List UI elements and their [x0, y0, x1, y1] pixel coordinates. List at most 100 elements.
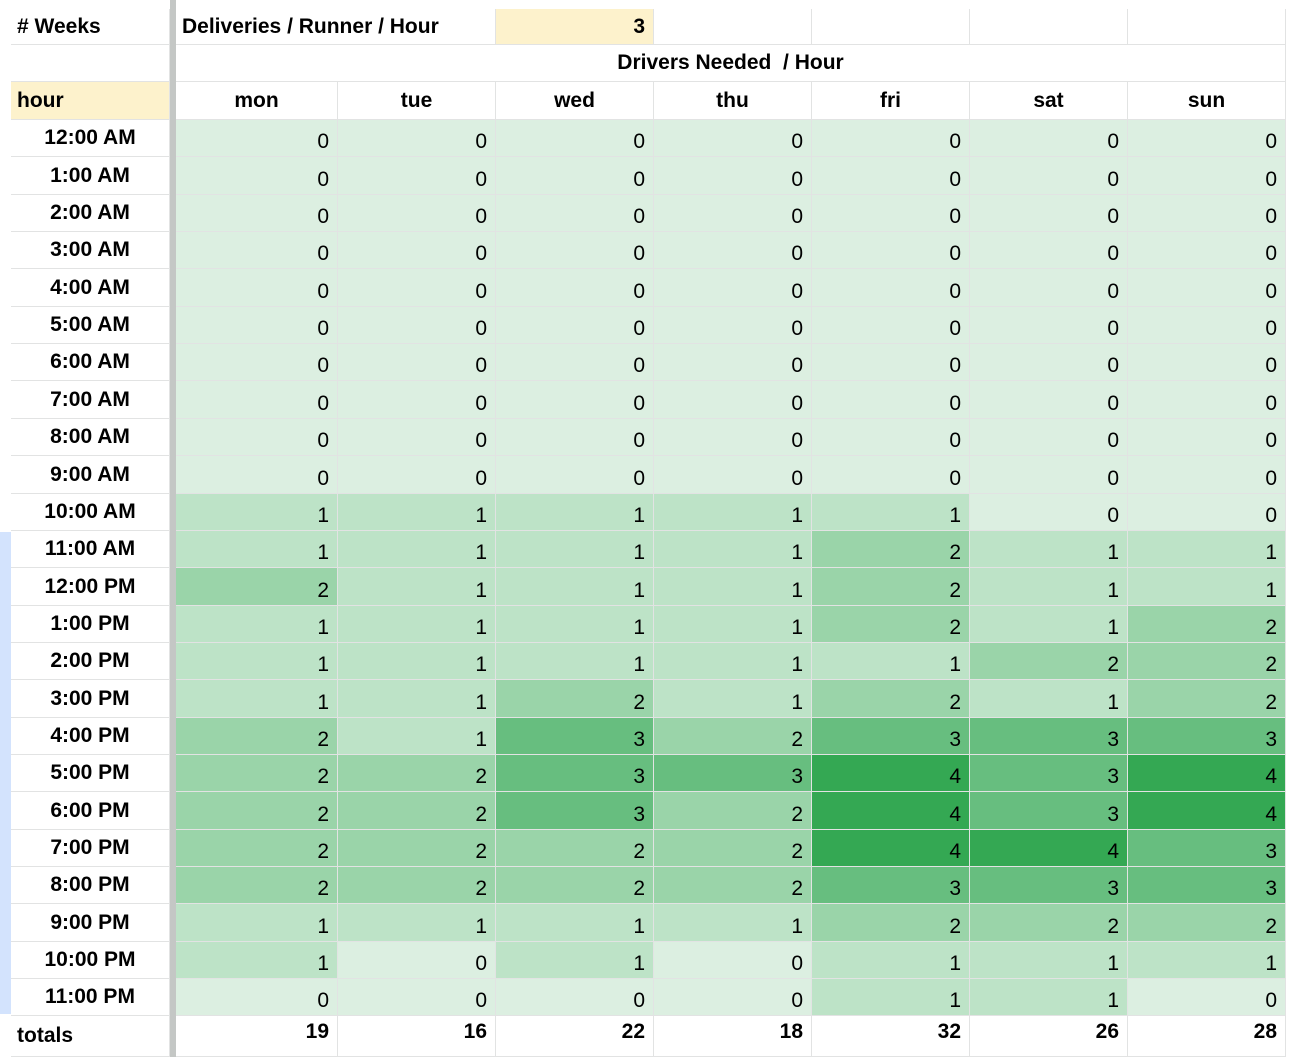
value-cell[interactable]: 3	[812, 718, 970, 755]
value-cell[interactable]: 0	[176, 456, 338, 494]
value-cell[interactable]: 0	[812, 419, 970, 456]
hour-header-cell[interactable]: hour	[11, 82, 170, 120]
empty-cell[interactable]	[654, 9, 812, 45]
value-cell[interactable]: 1	[338, 494, 496, 531]
value-cell[interactable]: 2	[176, 792, 338, 830]
value-cell[interactable]: 0	[496, 195, 654, 232]
value-cell[interactable]: 3	[970, 755, 1128, 792]
value-cell[interactable]: 2	[496, 867, 654, 904]
value-cell[interactable]: 0	[654, 269, 812, 307]
value-cell[interactable]: 0	[970, 494, 1128, 531]
value-cell[interactable]: 0	[970, 232, 1128, 269]
value-cell[interactable]: 3	[970, 792, 1128, 830]
deliveries-label-cell[interactable]: Deliveries / Runner / Hour	[176, 9, 496, 45]
value-cell[interactable]: 4	[812, 830, 970, 867]
hour-label-cell[interactable]: 8:00 PM	[11, 867, 170, 904]
value-cell[interactable]: 1	[338, 718, 496, 755]
value-cell[interactable]: 0	[338, 456, 496, 494]
hour-label-cell[interactable]: 12:00 PM	[11, 568, 170, 606]
value-cell[interactable]: 0	[338, 195, 496, 232]
value-cell[interactable]: 0	[1128, 195, 1286, 232]
value-cell[interactable]: 0	[970, 195, 1128, 232]
value-cell[interactable]: 0	[970, 381, 1128, 419]
empty-cell[interactable]	[970, 9, 1128, 45]
value-cell[interactable]: 0	[654, 307, 812, 344]
value-cell[interactable]: 0	[654, 120, 812, 157]
total-cell[interactable]: 26	[970, 1016, 1128, 1057]
value-cell[interactable]: 0	[812, 232, 970, 269]
value-cell[interactable]: 0	[970, 456, 1128, 494]
value-cell[interactable]: 1	[176, 531, 338, 568]
value-cell[interactable]: 1	[496, 606, 654, 643]
value-cell[interactable]: 0	[812, 120, 970, 157]
day-header-sun[interactable]: sun	[1128, 82, 1286, 120]
value-cell[interactable]: 0	[1128, 307, 1286, 344]
value-cell[interactable]: 2	[970, 643, 1128, 680]
value-cell[interactable]: 2	[176, 830, 338, 867]
day-header-mon[interactable]: mon	[176, 82, 338, 120]
value-cell[interactable]: 1	[176, 904, 338, 942]
value-cell[interactable]: 3	[654, 755, 812, 792]
value-cell[interactable]: 0	[338, 269, 496, 307]
value-cell[interactable]: 2	[496, 680, 654, 718]
hour-label-cell[interactable]: 5:00 PM	[11, 755, 170, 792]
value-cell[interactable]: 2	[812, 904, 970, 942]
value-cell[interactable]: 3	[1128, 718, 1286, 755]
value-cell[interactable]: 0	[1128, 456, 1286, 494]
value-cell[interactable]: 0	[1128, 979, 1286, 1016]
value-cell[interactable]: 0	[970, 419, 1128, 456]
hour-label-cell[interactable]: 3:00 PM	[11, 680, 170, 718]
value-cell[interactable]: 0	[338, 307, 496, 344]
value-cell[interactable]: 0	[176, 120, 338, 157]
hour-label-cell[interactable]: 10:00 AM	[11, 494, 170, 531]
value-cell[interactable]: 1	[496, 568, 654, 606]
value-cell[interactable]: 3	[496, 718, 654, 755]
value-cell[interactable]: 0	[496, 979, 654, 1016]
value-cell[interactable]: 2	[496, 830, 654, 867]
value-cell[interactable]: 4	[812, 792, 970, 830]
value-cell[interactable]: 1	[176, 494, 338, 531]
day-header-thu[interactable]: thu	[654, 82, 812, 120]
value-cell[interactable]: 2	[338, 792, 496, 830]
value-cell[interactable]: 0	[176, 344, 338, 381]
value-cell[interactable]: 2	[812, 680, 970, 718]
value-cell[interactable]: 1	[654, 643, 812, 680]
value-cell[interactable]: 1	[970, 568, 1128, 606]
value-cell[interactable]: 0	[970, 269, 1128, 307]
value-cell[interactable]: 3	[1128, 867, 1286, 904]
value-cell[interactable]: 1	[654, 531, 812, 568]
value-cell[interactable]: 4	[1128, 755, 1286, 792]
totals-label-cell[interactable]: totals	[11, 1016, 170, 1057]
value-cell[interactable]: 0	[1128, 494, 1286, 531]
value-cell[interactable]: 1	[970, 942, 1128, 979]
value-cell[interactable]: 1	[654, 606, 812, 643]
deliveries-value-cell[interactable]: 3	[496, 9, 654, 45]
hour-label-cell[interactable]: 2:00 AM	[11, 195, 170, 232]
value-cell[interactable]: 0	[970, 344, 1128, 381]
total-cell[interactable]: 18	[654, 1016, 812, 1057]
hour-label-cell[interactable]: 4:00 AM	[11, 269, 170, 307]
value-cell[interactable]: 3	[496, 755, 654, 792]
value-cell[interactable]: 1	[176, 680, 338, 718]
value-cell[interactable]: 0	[1128, 232, 1286, 269]
value-cell[interactable]: 0	[338, 344, 496, 381]
value-cell[interactable]: 0	[812, 456, 970, 494]
hour-label-cell[interactable]: 3:00 AM	[11, 232, 170, 269]
empty-cell[interactable]	[1128, 9, 1286, 45]
value-cell[interactable]: 2	[176, 755, 338, 792]
value-cell[interactable]: 1	[338, 568, 496, 606]
value-cell[interactable]: 1	[496, 904, 654, 942]
total-cell[interactable]: 28	[1128, 1016, 1286, 1057]
value-cell[interactable]: 1	[812, 979, 970, 1016]
hour-label-cell[interactable]: 6:00 PM	[11, 792, 170, 830]
hour-label-cell[interactable]: 1:00 AM	[11, 157, 170, 195]
value-cell[interactable]: 1	[176, 606, 338, 643]
value-cell[interactable]: 0	[176, 979, 338, 1016]
value-cell[interactable]: 0	[496, 344, 654, 381]
hour-label-cell[interactable]: 7:00 PM	[11, 830, 170, 867]
value-cell[interactable]: 0	[176, 419, 338, 456]
day-header-fri[interactable]: fri	[812, 82, 970, 120]
value-cell[interactable]: 1	[1128, 531, 1286, 568]
total-cell[interactable]: 16	[338, 1016, 496, 1057]
value-cell[interactable]: 0	[654, 419, 812, 456]
